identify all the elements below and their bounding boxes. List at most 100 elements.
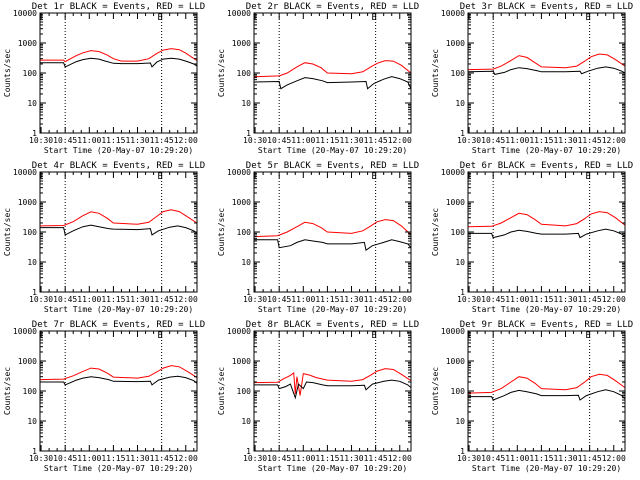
x-tick-label: 10:30	[457, 454, 481, 463]
y-tick-label: 10000	[227, 327, 251, 336]
y-tick-label: 10	[27, 99, 37, 108]
lld-line	[468, 211, 626, 228]
y-axis-label: Counts/sec	[431, 49, 440, 97]
panel-title: Det 7r BLACK = Events, RED = LLD	[32, 320, 205, 330]
y-tick-label: 1	[246, 447, 251, 456]
y-axis-label: Counts/sec	[217, 49, 226, 97]
x-tick-label: 11:00	[77, 136, 101, 145]
y-tick-label: 100	[23, 228, 38, 237]
lld-line	[254, 219, 412, 238]
marker-letter: E	[157, 331, 162, 341]
y-tick-label: 1000	[446, 198, 465, 207]
x-tick-label: 11:45	[150, 295, 174, 304]
x-axis-label: Start Time (20-May-07 10:29:20)	[472, 146, 621, 155]
x-tick-label: 11:00	[291, 295, 315, 304]
events-line	[468, 228, 626, 239]
x-axis-label: Start Time (20-May-07 10:29:20)	[44, 146, 193, 155]
y-tick-label: 100	[451, 69, 466, 78]
y-tick-label: 100	[451, 228, 466, 237]
y-axis-label: Counts/sec	[217, 367, 226, 415]
x-tick-label: 12:00	[388, 136, 412, 145]
y-tick-label: 1000	[232, 357, 251, 366]
y-tick-label: 10000	[441, 9, 465, 18]
y-tick-label: 100	[237, 228, 252, 237]
y-tick-label: 1	[246, 288, 251, 297]
x-tick-label: 11:30	[125, 136, 149, 145]
lld-line	[468, 53, 626, 71]
lld-line	[40, 48, 198, 63]
y-tick-label: 1	[460, 288, 465, 297]
y-tick-label: 10000	[13, 9, 37, 18]
x-tick-label: 10:30	[457, 295, 481, 304]
panel-title: Det 6r BLACK = Events, RED = LLD	[460, 161, 633, 171]
y-tick-label: 100	[23, 69, 38, 78]
y-tick-label: 10	[27, 258, 37, 267]
y-tick-label: 100	[237, 69, 252, 78]
marker-letter: E	[157, 13, 162, 23]
x-tick-label: 12:00	[602, 295, 626, 304]
x-tick-label: 11:00	[291, 136, 315, 145]
x-tick-label: 11:30	[339, 136, 363, 145]
panel-title: Det 3r BLACK = Events, RED = LLD	[460, 2, 633, 12]
x-tick-label: 11:00	[291, 454, 315, 463]
x-tick-label: 11:15	[529, 454, 553, 463]
x-tick-label: 11:00	[505, 136, 529, 145]
y-tick-label: 1	[32, 288, 37, 297]
y-tick-label: 10000	[227, 168, 251, 177]
x-tick-label: 11:45	[578, 454, 602, 463]
x-tick-label: 11:45	[150, 454, 174, 463]
x-tick-label: 11:45	[364, 295, 388, 304]
x-tick-label: 12:00	[388, 295, 412, 304]
y-tick-label: 10	[455, 99, 465, 108]
x-tick-label: 11:15	[101, 454, 125, 463]
x-tick-label: 11:00	[505, 295, 529, 304]
x-tick-label: 12:00	[602, 454, 626, 463]
x-tick-label: 11:15	[315, 136, 339, 145]
x-tick-label: 11:30	[553, 295, 577, 304]
x-axis-label: Start Time (20-May-07 10:29:20)	[44, 464, 193, 473]
events-line	[468, 66, 626, 75]
panel-title: Det 2r BLACK = Events, RED = LLD	[246, 2, 419, 12]
y-tick-label: 100	[451, 387, 466, 396]
y-tick-label: 1	[32, 447, 37, 456]
x-tick-label: 11:30	[125, 454, 149, 463]
panel-title: Det 9r BLACK = Events, RED = LLD	[460, 320, 633, 330]
x-tick-label: 10:45	[267, 136, 291, 145]
y-tick-label: 10000	[13, 327, 37, 336]
x-tick-label: 11:30	[339, 454, 363, 463]
x-tick-label: 11:30	[553, 454, 577, 463]
x-tick-label: 10:45	[267, 454, 291, 463]
x-axis-label: Start Time (20-May-07 10:29:20)	[258, 146, 407, 155]
plot-frame	[39, 12, 198, 134]
x-tick-label: 10:45	[481, 136, 505, 145]
x-tick-label: 11:00	[77, 295, 101, 304]
events-line	[40, 57, 198, 68]
plot-frame	[467, 12, 626, 134]
panel-title: Det 8r BLACK = Events, RED = LLD	[246, 320, 419, 330]
x-tick-label: 10:45	[53, 454, 77, 463]
x-tick-label: 11:45	[364, 454, 388, 463]
panel-title: Det 4r BLACK = Events, RED = LLD	[32, 161, 205, 171]
y-tick-label: 1000	[446, 39, 465, 48]
marker-letter: E	[585, 331, 590, 341]
x-tick-label: 10:30	[457, 136, 481, 145]
x-axis-label: Start Time (20-May-07 10:29:20)	[472, 464, 621, 473]
x-tick-label: 12:00	[174, 136, 198, 145]
y-axis-label: Counts/sec	[431, 208, 440, 256]
x-tick-label: 10:30	[243, 454, 267, 463]
x-tick-label: 12:00	[174, 454, 198, 463]
x-tick-label: 11:15	[315, 295, 339, 304]
y-tick-label: 1000	[18, 39, 37, 48]
y-tick-label: 100	[23, 387, 38, 396]
events-line	[468, 389, 626, 401]
x-tick-label: 12:00	[602, 136, 626, 145]
x-tick-label: 11:00	[505, 454, 529, 463]
x-tick-label: 11:15	[315, 454, 339, 463]
